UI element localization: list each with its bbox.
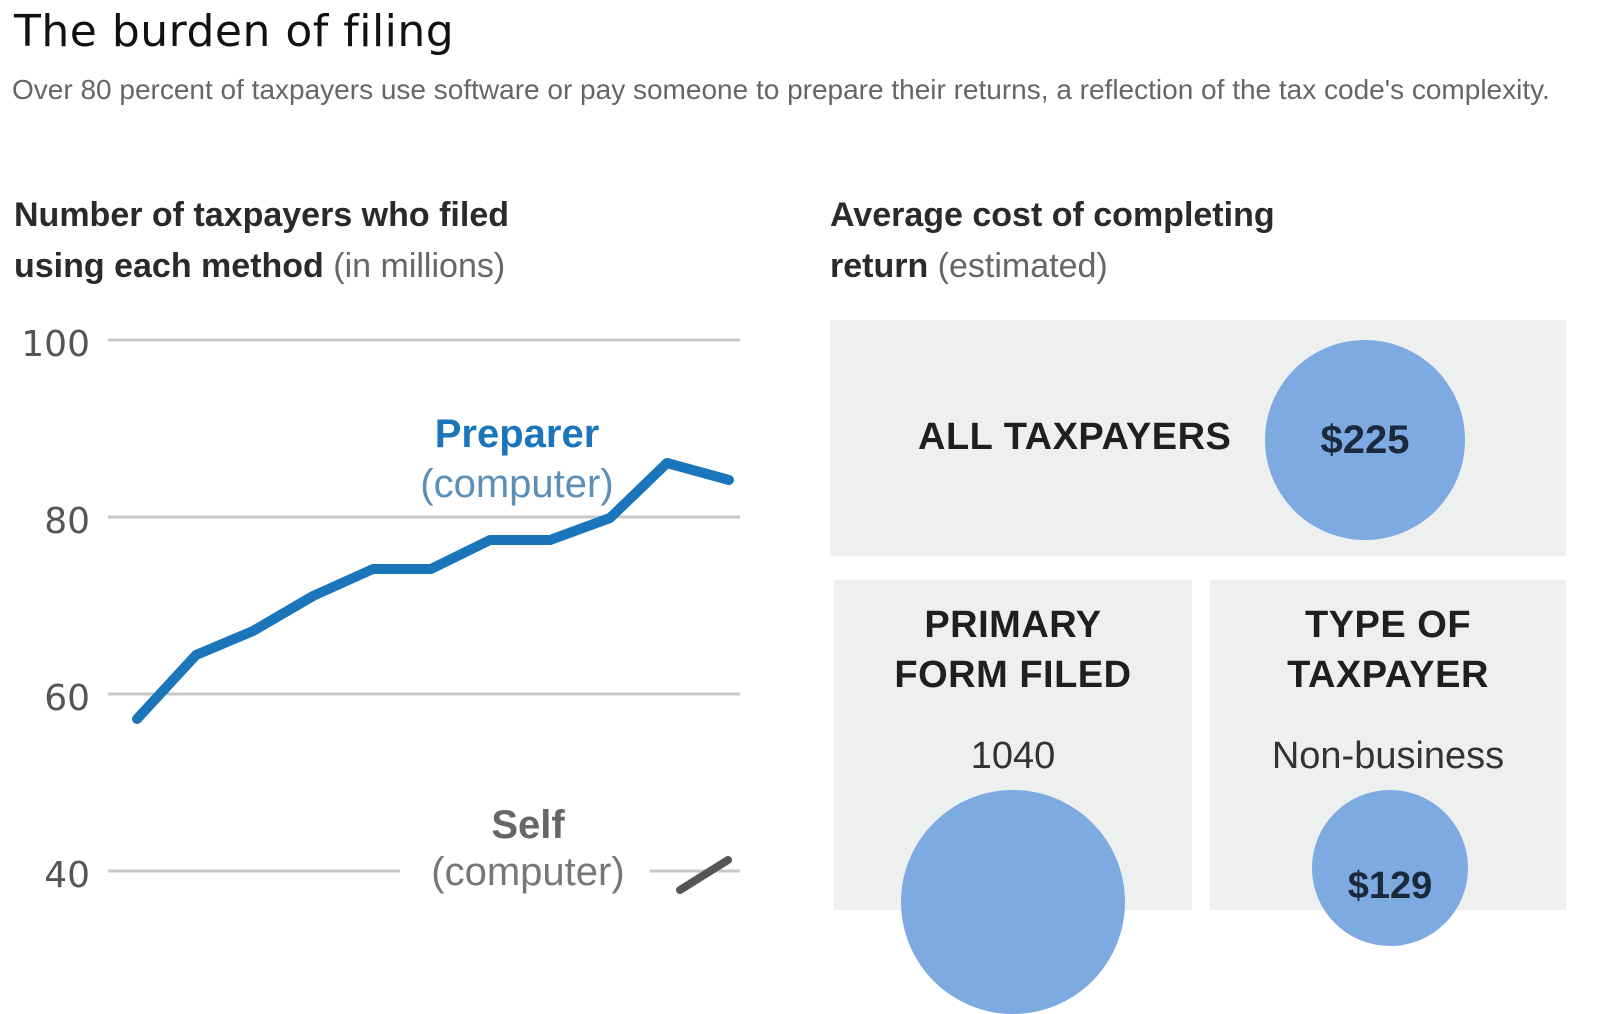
- taxpayer-category: Non-business: [1271, 735, 1505, 777]
- cost-heading: Average cost of completing return (estim…: [830, 190, 1590, 292]
- y-tick-60: 60: [44, 678, 90, 719]
- page-subtitle: Over 80 percent of taxpayers use softwar…: [12, 74, 1550, 105]
- preparer-sublabel: (computer): [420, 462, 613, 506]
- page-title: The burden of filing: [14, 6, 455, 57]
- all-taxpayers-label: ALL TAXPAYERS: [918, 416, 1232, 458]
- panel-all-taxpayers: ALL TAXPAYERS $225: [830, 320, 1566, 556]
- heading-unit: (in millions): [323, 247, 506, 285]
- panel-primary-form: PRIMARY FORM FILED 1040: [834, 580, 1192, 1014]
- all-taxpayers-cost-circle: $225: [1265, 340, 1465, 540]
- line-chart: 100 80 60 40 Preparer (computer) Self (c…: [21, 324, 740, 896]
- preparer-label: Preparer: [435, 412, 600, 456]
- heading-line2: using each method: [14, 247, 324, 285]
- series-preparer-line: [132, 458, 734, 724]
- gridlines: [108, 338, 740, 873]
- label-line1: TYPE OF: [1304, 604, 1472, 646]
- y-tick-100: 100: [21, 324, 90, 365]
- all-taxpayers-cost: $225: [1320, 417, 1410, 462]
- series-self-line: [676, 856, 732, 894]
- label-line2: TAXPAYER: [1287, 654, 1489, 696]
- primary-form-label: PRIMARY FORM FILED: [834, 600, 1192, 700]
- form-1040-cost-circle: [901, 790, 1125, 1014]
- heading-line2: return: [830, 247, 929, 285]
- taxpayer-type-label: TYPE OF TAXPAYER: [1210, 600, 1566, 700]
- y-axis-labels: 100 80 60 40: [21, 324, 90, 896]
- non-business-cost-circle: $129: [1312, 790, 1468, 946]
- non-business-cost: $129: [1347, 864, 1433, 907]
- self-sublabel: (computer): [431, 850, 624, 894]
- panel-taxpayer-type: TYPE OF TAXPAYER Non-business $129: [1210, 580, 1566, 946]
- label-line1: PRIMARY: [924, 604, 1102, 646]
- heading-line1: Average cost of completing: [830, 196, 1275, 234]
- y-tick-40: 40: [44, 855, 90, 896]
- heading-line1: Number of taxpayers who filed: [14, 196, 509, 234]
- form-category: 1040: [970, 735, 1056, 777]
- self-label: Self: [491, 803, 565, 847]
- y-tick-80: 80: [44, 501, 90, 542]
- line-chart-heading: Number of taxpayers who filed using each…: [14, 190, 774, 292]
- label-line2: FORM FILED: [894, 654, 1132, 696]
- heading-qualifier: (estimated): [928, 247, 1108, 285]
